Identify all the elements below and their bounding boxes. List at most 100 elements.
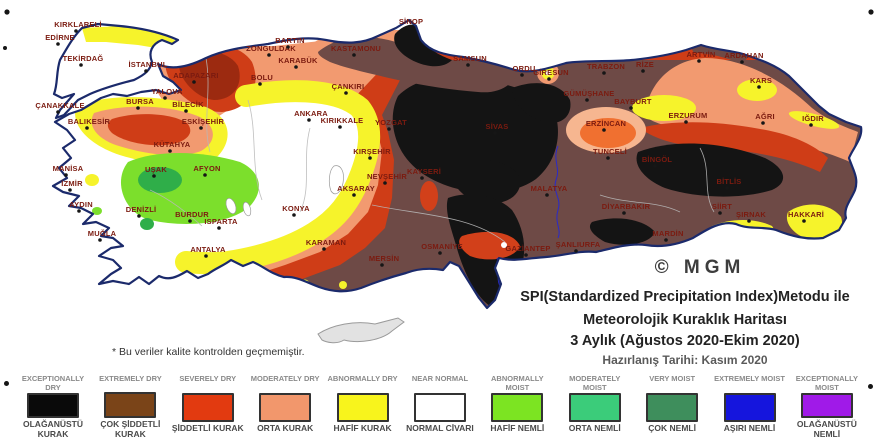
city-dot [199,126,203,130]
legend-item: EXTREMELY DRY ÇOK ŞİDDETLİ KURAK [93,374,167,440]
city-label: ISPARTA [204,217,238,226]
city-label: BURSA [126,97,154,106]
city-dot [168,149,172,153]
region-red-nigde [420,181,438,211]
city-label: BİTLİS [717,177,742,186]
city-dot [664,238,668,242]
city-dot [653,164,657,168]
city-label: BARTIN [275,36,305,45]
city-dot [344,91,348,95]
city-label: ARTVİN [686,50,715,59]
legend-label-tr: OLAĞANÜSTÜ KURAK [23,419,83,440]
city-label: OSMANİYE [421,242,463,251]
legend-label-en: MODERATELY MOIST [569,374,621,392]
city-dot [466,63,470,67]
region-yellow-hakkari [786,204,843,241]
city-dot [740,60,744,64]
city-label: ÇANKIRI [332,82,365,91]
city-label: AYDIN [69,200,93,209]
legend-label-en: EXCEPTIONALLY MOIST [795,374,859,392]
region-black-samsun [512,83,571,123]
region-darkgreen-denizli [140,218,154,230]
city-dot [725,186,729,190]
city-label: BİNGÖL [642,155,673,164]
city-dot [292,213,296,217]
legend-label-tr: ORTA NEMLİ [568,423,621,433]
legend-swatch [181,393,234,422]
thrace-landmass [54,24,178,118]
legend-swatch [646,393,699,422]
frame-marker-dot [4,9,10,15]
city-dot [204,254,208,258]
city-label: RİZE [636,60,654,69]
city-label: SAMSUN [453,54,487,63]
city-label: ORDU [513,64,536,73]
legend-swatch [259,393,312,422]
city-dot [545,193,549,197]
legend-item: MODERATELY DRY ORTA KURAK [248,374,322,440]
city-label: TEKİRDAĞ [63,54,104,63]
anatolia-coastline [51,18,863,310]
city-label: İSTANBUL [129,60,168,69]
region-black-central [392,76,558,193]
region-yellow-erzurum [632,95,696,121]
city-dot [352,53,356,57]
city-label: MANİSA [53,164,84,173]
city-dot [641,69,645,73]
city-dot [602,71,606,75]
city-dot [574,249,578,253]
city-label: SİİRT [712,202,732,211]
city-dot [85,126,89,130]
city-dot [718,211,722,215]
city-dot [622,211,626,215]
city-label: GİRESUN [533,68,569,77]
city-label: NEVŞEHİR [367,172,407,181]
city-label: HAKKARİ [788,210,824,219]
city-dot [136,106,140,110]
city-label: YOZGAT [375,118,407,127]
legend-label-en: ABNORMALLY DRY [327,374,398,383]
region-green-aydin [92,207,102,215]
city-dot [368,156,372,160]
region-yellow-izmir [85,174,99,186]
legend-item: EXCEPTIONALLY DRY OLAĞANÜSTÜ KURAK [16,374,90,440]
city-label: ANKARA [294,109,328,118]
lake-tuz [328,165,344,195]
frame-marker-dot [868,9,874,15]
city-label: BAYBURT [614,97,652,106]
region-white-giresun [545,70,551,76]
city-dot [493,131,497,135]
city-label: DENİZLİ [126,205,157,214]
legend-label-tr: OLAĞANÜSTÜ NEMLİ [796,419,857,440]
province-borders [149,57,715,243]
frame-marker-dot [3,46,7,50]
legend-swatch [723,393,776,422]
city-dot [56,42,60,46]
city-label: BOLU [251,73,273,82]
city-label: TRABZON [587,62,625,71]
city-dot [383,181,387,185]
city-dot [258,82,262,86]
city-dot [606,156,610,160]
region-black-east [636,143,784,197]
region-red-agri-band [640,122,828,172]
city-dot [163,96,167,100]
legend-marker-dot-right [868,384,873,389]
city-label: KONYA [282,204,310,213]
city-dot [68,188,72,192]
region-orange-erzincan [580,118,636,148]
city-dot [520,73,524,77]
thrace-coastline [52,22,180,120]
city-dot [64,173,68,177]
turkey-drought-map: KIRKLARELİ EDİRNE TEKİRDAĞ İSTANBUL ÇANAKKAL… [3,9,874,344]
region-yellow-coast-dip2 [339,281,347,289]
region-darkgreen-usak [138,167,182,193]
city-dot [802,219,806,223]
legend-item: MODERATELY MOIST ORTA NEMLİ [558,374,632,440]
legend-label-en: VERY MOIST [649,374,696,383]
legend-swatch [491,393,544,422]
legend-label-tr: ÇOK ŞİDDETLİ KURAK [100,419,161,440]
legend-swatch [27,392,79,419]
city-label: ESKİŞEHİR [182,117,225,126]
city-dot [602,128,606,132]
